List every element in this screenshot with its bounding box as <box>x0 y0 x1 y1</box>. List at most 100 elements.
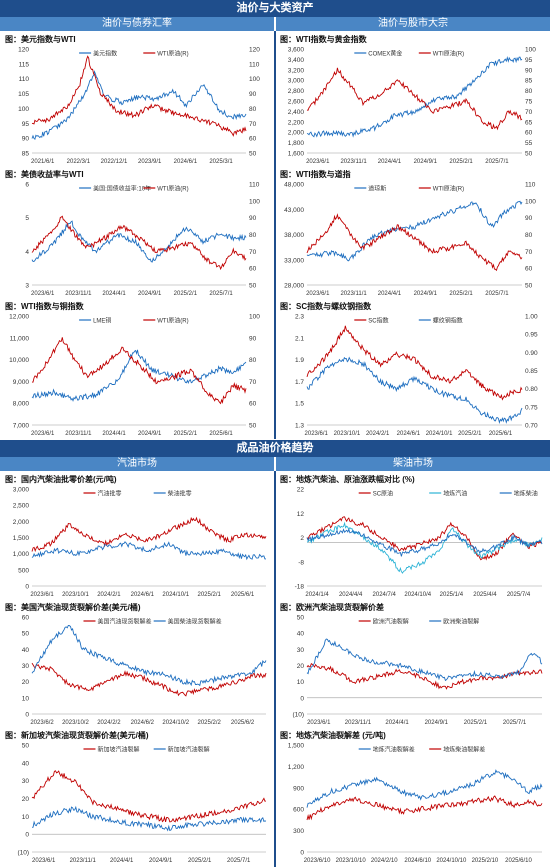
series-line-2 <box>31 625 267 687</box>
y-tick-label: 50 <box>22 631 30 638</box>
x-tick-label: 2025/2/1 <box>174 291 198 297</box>
chart-svg: 1.3 1.5 1.7 1.9 2.1 2.3 0.70 0.75 0.80 0.85 0.90 0.… <box>295 314 538 438</box>
y-tick-label: 1,000 <box>13 551 30 558</box>
chart-panel-9: 图：美国汽柴油现货裂解价差(美元/桶) 0 10 20 30 40 50 60 2023/6/2… <box>2 601 272 727</box>
x-tick-label: 2023/11/1 <box>65 291 92 297</box>
y-tick-label: 10 <box>297 679 305 686</box>
legend-label: 柴油批零 <box>168 490 192 498</box>
chart-svg: 0 10 20 30 40 50 60 2023/6/2 2023/10/2 2024/2/2 20… <box>22 615 267 726</box>
y-tick-label: 2 <box>300 535 304 542</box>
series-line-2 <box>306 795 543 821</box>
x-tick-label: 2025/6/10 <box>505 858 532 864</box>
y-tick-label: 9,000 <box>13 379 30 386</box>
y-tick-label: 7,000 <box>13 423 30 430</box>
y-tick-label: 2,000 <box>13 519 30 526</box>
chart-title: 图：地炼汽柴油裂解差 (元/吨) <box>280 731 386 740</box>
y-tick-label: 100 <box>18 106 29 113</box>
series-line-2 <box>306 638 543 682</box>
legend-label: 美国:国债收益率:10年 <box>93 185 151 193</box>
x-tick-label: 2025/2/1 <box>174 431 198 437</box>
y-tick-label: 1.5 <box>295 401 304 408</box>
x-tick-label: 2024/2/2 <box>97 720 121 726</box>
x-tick-label: 2023/10/2 <box>62 720 89 726</box>
x-tick-label: 2024/10/2 <box>162 720 189 726</box>
x-tick-label: 2025/2/1 <box>449 159 473 165</box>
y-tick-label: 30 <box>22 663 30 670</box>
x-tick-label: 2024/4/1 <box>102 431 126 437</box>
chart-panel-4: 图：WTI指数与道指 28,000 33,000 38,000 43,000 48,000… <box>277 168 548 298</box>
legend-label: WTI原油(R) <box>433 50 464 58</box>
legend-label: 螺纹钢指数 <box>433 317 463 325</box>
legend-label: WTI原油(R) <box>157 317 188 325</box>
y2-tick-label: 70 <box>525 249 533 256</box>
y2-tick-label: 90 <box>249 215 257 222</box>
x-tick-label: 2025/6/1 <box>231 592 255 598</box>
y-tick-label: (10) <box>292 712 304 719</box>
y-tick-label: 110 <box>19 76 30 83</box>
y-tick-label: 4 <box>25 249 29 256</box>
x-tick-label: 2024/4/1 <box>378 291 402 297</box>
x-tick-label: 2025/6/1 <box>489 431 513 437</box>
x-tick-label: 2024/9/1 <box>138 431 162 437</box>
y2-tick-label: 110 <box>249 61 260 68</box>
chart-panel-6: 图：SC指数与螺纹钢指数 1.3 1.5 1.7 1.9 2.1 2.3 0.70 0.75 0.… <box>277 300 548 438</box>
y2-tick-label: 65 <box>525 119 533 126</box>
chart-title: 图：国内汽柴油批零价差(元/吨) <box>5 475 117 484</box>
y-tick-label: 3,200 <box>288 67 305 74</box>
x-tick-label: 2025/2/1 <box>449 291 473 297</box>
legend-label: 地炼汽油裂解差 <box>373 746 415 754</box>
series-line-2 <box>306 521 543 574</box>
y-tick-label: 1.3 <box>295 423 304 430</box>
chart-svg: 85 90 95 100 105 110 115 120 50 60 70 80 90 100 110 120… <box>18 47 260 166</box>
y-tick-label: 3,600 <box>288 47 305 54</box>
y-tick-label: 2,200 <box>288 119 305 126</box>
y-tick-label: 105 <box>18 91 29 98</box>
x-tick-label: 2023/11/1 <box>340 159 367 165</box>
chart-panel-8: 图：地炼汽柴油、原油涨跌幅对比 (%) -18 -8 2 12 22 2024/1/4 202… <box>277 473 548 599</box>
y2-tick-label: 100 <box>249 198 260 205</box>
chart-title: 图：新加坡汽柴油现货裂解价差(美元/桶) <box>5 731 149 740</box>
y-tick-label: 3,000 <box>288 78 305 85</box>
y2-tick-label: 90 <box>249 335 257 342</box>
x-tick-label: 2024/6/1 <box>397 431 421 437</box>
series-line-1 <box>306 325 523 401</box>
series-line-2 <box>31 215 247 271</box>
y-tick-label: 5 <box>25 215 29 222</box>
x-tick-label: 2023/11/1 <box>70 858 97 864</box>
y2-tick-label: 80 <box>525 88 533 95</box>
series-line-1 <box>31 220 247 263</box>
series-line-1 <box>306 769 543 808</box>
legend-label: 地炼柴油裂解差 <box>443 746 485 754</box>
y-tick-label: -8 <box>298 559 304 566</box>
x-tick-label: 2024/2/1 <box>366 431 390 437</box>
x-tick-label: 2025/7/1 <box>209 291 233 297</box>
y-tick-label: 1.7 <box>295 379 304 386</box>
y-tick-label: 50 <box>22 743 30 750</box>
chart-title: 图：SC指数与螺纹钢指数 <box>280 302 372 311</box>
chart-svg: 1,600 1,800 2,000 2,200 2,400 2,600 2,800 3,000… <box>288 47 537 166</box>
y2-tick-label: 90 <box>525 67 533 74</box>
y2-tick-label: 50 <box>249 151 257 158</box>
y-tick-label: 1,800 <box>288 140 305 147</box>
y-tick-label: 30 <box>297 647 305 654</box>
y-tick-label: 2,400 <box>288 109 305 116</box>
y-tick-label: 2,600 <box>288 99 305 106</box>
section-banner-products: 成品油价格趋势 <box>0 440 550 457</box>
x-tick-label: 2024/9/1 <box>425 720 449 726</box>
y2-tick-label: 0.95 <box>525 332 538 339</box>
y-tick-label: 2,000 <box>288 130 305 137</box>
y2-tick-label: 1.00 <box>525 314 538 321</box>
y-tick-label: 10 <box>22 814 30 821</box>
y-tick-label: 1,200 <box>288 764 305 771</box>
y-tick-label: 2.3 <box>295 314 304 321</box>
legend-label: 美元指数 <box>93 50 117 58</box>
y-tick-label: 900 <box>293 785 304 792</box>
y-tick-label: 6 <box>25 182 29 189</box>
y-tick-label: 12,000 <box>9 314 29 321</box>
y2-tick-label: 50 <box>249 283 257 290</box>
y-tick-label: 50 <box>297 615 305 622</box>
chart-svg: (10) 0 10 20 30 40 50 2023/6/1 2023/11/1 2024/4/1… <box>292 615 543 726</box>
y2-tick-label: 70 <box>249 379 257 386</box>
y-tick-label: 0 <box>300 850 304 857</box>
y-tick-label: 600 <box>293 807 304 814</box>
